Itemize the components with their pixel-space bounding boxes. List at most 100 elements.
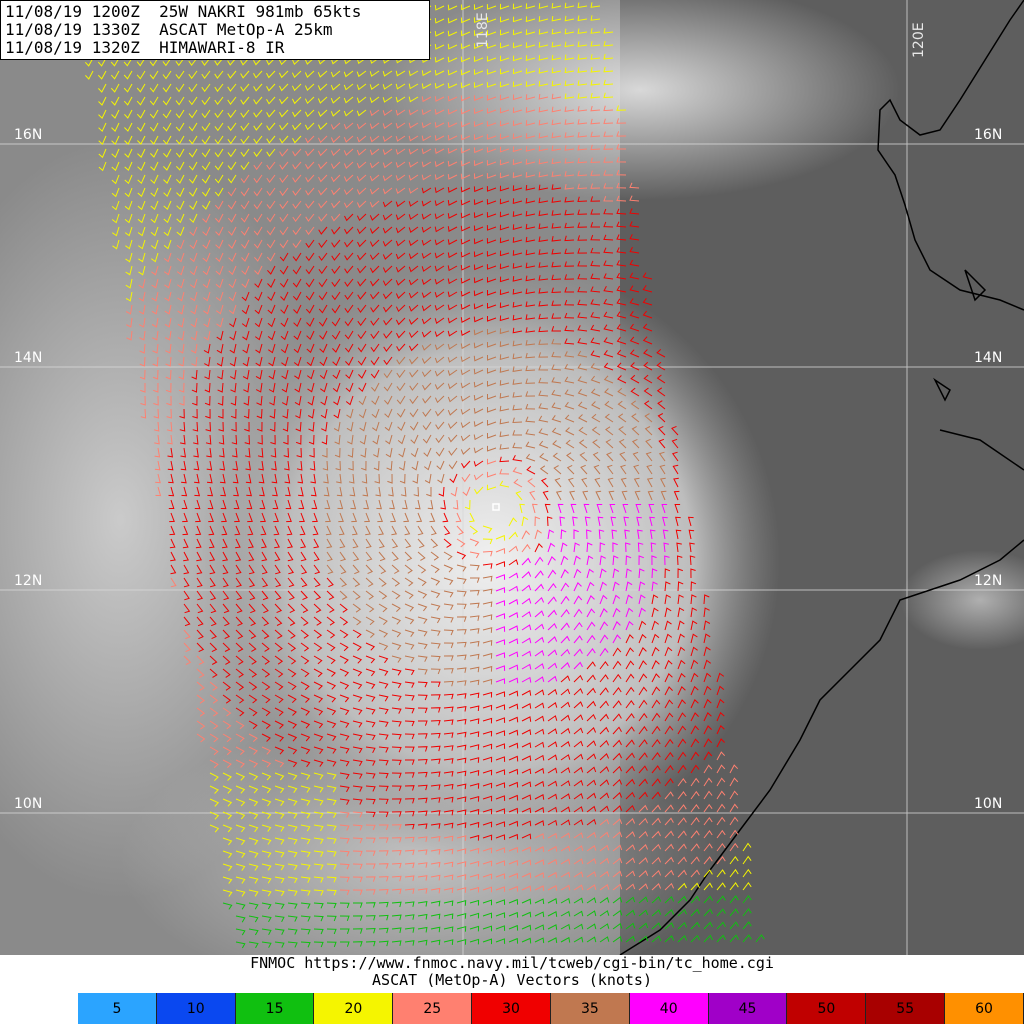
wind-barb	[85, 70, 94, 80]
wind-barb	[352, 941, 363, 947]
wind-barb	[219, 460, 226, 471]
wind-barb	[703, 803, 713, 813]
wind-barb	[434, 356, 445, 364]
wind-barb	[538, 145, 549, 152]
wind-barb	[460, 212, 471, 219]
wind-barb	[495, 717, 506, 723]
wind-barb	[405, 759, 415, 765]
wind-barb	[421, 96, 432, 103]
wind-barb	[690, 882, 700, 891]
wind-barb	[566, 464, 575, 475]
wind-barb	[456, 783, 467, 790]
wind-barb	[482, 873, 493, 880]
wind-barb	[248, 629, 257, 639]
wind-barb	[577, 388, 588, 397]
wind-barb	[195, 525, 202, 536]
wind-barb	[206, 473, 213, 484]
wind-barb	[339, 759, 350, 767]
wind-barb	[443, 745, 454, 751]
wind-barb	[573, 858, 584, 865]
wind-barb	[195, 512, 201, 523]
wind-barb	[347, 434, 354, 445]
wind-barb	[227, 161, 237, 171]
wind-barb	[204, 395, 211, 406]
wind-barb	[266, 109, 276, 118]
wind-barb	[456, 835, 467, 841]
wind-barb	[434, 278, 445, 285]
wind-barb	[310, 486, 317, 497]
wind-barb	[254, 265, 263, 275]
wind-barb	[512, 454, 523, 462]
wind-barb	[356, 96, 367, 104]
wind-barb	[616, 349, 627, 358]
legend-swatch-25: 25	[393, 993, 473, 1024]
wind-barb	[547, 649, 558, 657]
wind-barb	[201, 148, 211, 158]
wind-barb	[538, 223, 549, 230]
wind-barb	[300, 850, 311, 858]
wind-barb	[175, 135, 185, 145]
wind-barb	[270, 434, 276, 445]
wind-barb	[482, 899, 492, 906]
wind-barb	[638, 581, 646, 592]
wind-barb	[486, 4, 497, 10]
wind-barb	[163, 200, 172, 211]
wind-barb	[272, 486, 278, 497]
wind-barb	[222, 551, 229, 562]
wind-barb	[331, 213, 341, 222]
wind-barb	[383, 343, 393, 352]
wind-barb	[487, 420, 497, 426]
wind-barb	[677, 672, 686, 683]
wind-barb	[209, 746, 219, 756]
wind-barb	[486, 264, 497, 270]
wind-barb	[247, 512, 253, 523]
wind-barb	[326, 655, 336, 665]
wind-barb	[376, 499, 382, 510]
wind-barb	[573, 910, 584, 917]
wind-barb	[469, 679, 480, 686]
wind-barb	[339, 876, 350, 883]
wind-barb	[716, 777, 726, 787]
wind-barb	[326, 590, 335, 600]
wind-barb	[606, 464, 614, 475]
wind-barb	[564, 196, 575, 203]
wind-barb	[217, 382, 224, 393]
wind-barb	[382, 109, 393, 116]
wind-barb	[599, 555, 606, 566]
wind-barb	[651, 673, 660, 683]
wind-barb	[382, 187, 393, 195]
wind-barb	[716, 816, 726, 826]
lat-label-14n-east: 14N	[974, 350, 1003, 366]
wind-barb	[430, 835, 441, 842]
wind-barb	[616, 272, 627, 280]
wind-barb	[201, 135, 211, 145]
wind-barb	[577, 41, 588, 48]
wind-barb	[300, 720, 311, 729]
wind-barb	[590, 144, 601, 151]
wind-barb	[175, 161, 185, 171]
wind-barb	[538, 440, 549, 449]
wind-barb	[204, 356, 211, 367]
wind-barb	[551, 300, 562, 306]
wind-barb	[482, 678, 493, 685]
wind-barb	[382, 70, 393, 77]
wind-barb	[460, 356, 471, 363]
wind-barb	[306, 343, 315, 354]
wind-barb	[564, 325, 575, 332]
wind-barb	[167, 434, 173, 445]
wind-barb	[434, 122, 445, 128]
wind-barb	[690, 777, 700, 787]
wind-barb	[309, 447, 315, 458]
wind-barb	[651, 896, 662, 904]
wind-barb	[577, 299, 588, 306]
wind-barb	[248, 928, 259, 936]
wind-barb	[629, 195, 640, 202]
wind-barb	[285, 499, 292, 510]
wind-barb	[404, 914, 415, 920]
wind-barb	[612, 607, 621, 618]
wind-barb	[274, 785, 285, 794]
wind-barb	[551, 364, 562, 371]
wind-barb	[671, 438, 679, 449]
wind-barb	[287, 707, 297, 716]
wind-barb	[616, 298, 627, 306]
